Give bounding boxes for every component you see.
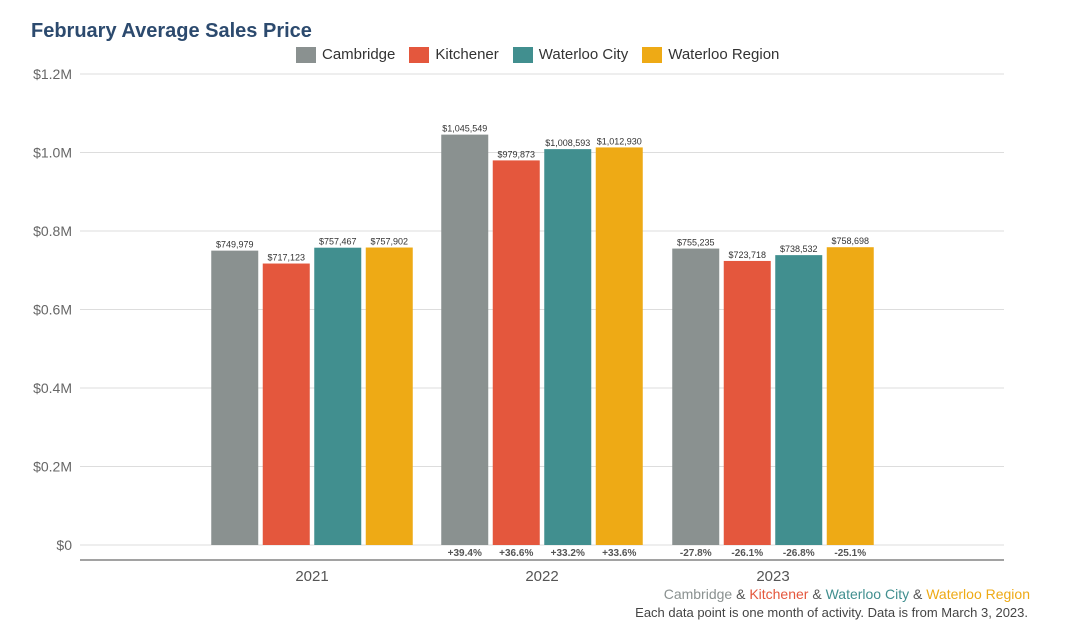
- bar: [775, 255, 823, 545]
- bar-value-label: $1,008,593: [545, 138, 590, 148]
- x-tick-label: 2021: [295, 568, 328, 585]
- chart-title: February Average Sales Price: [31, 20, 312, 42]
- bar-value-label: $979,873: [497, 149, 535, 159]
- legend-item-kitchener[interactable]: Kitchener: [409, 46, 499, 63]
- footer-region-part: &: [909, 586, 927, 602]
- bar: [595, 147, 643, 545]
- bar: [544, 149, 592, 545]
- bar-change-label: -26.8%: [783, 548, 815, 559]
- bar-value-label: $723,718: [728, 250, 766, 260]
- y-tick-label: $0.2M: [33, 459, 72, 475]
- bar-value-label: $717,123: [267, 253, 305, 263]
- bar: [262, 263, 310, 545]
- legend-item-waterloo-region[interactable]: Waterloo Region: [642, 46, 779, 63]
- bar-change-label: +36.6%: [499, 548, 533, 559]
- bar: [314, 247, 362, 545]
- bar: [365, 247, 413, 545]
- bar: [672, 248, 720, 546]
- y-tick-label: $0.8M: [33, 223, 72, 239]
- bar-change-label: -27.8%: [680, 548, 712, 559]
- footer-region-part: &: [732, 586, 750, 602]
- bar-value-label: $749,979: [216, 240, 254, 250]
- footer-region-part: Waterloo City: [825, 586, 910, 602]
- legend-label-waterloo-region: Waterloo Region: [668, 46, 780, 63]
- legend-swatch-waterloo-city: [512, 46, 533, 63]
- legend-label-kitchener: Kitchener: [435, 46, 499, 63]
- y-tick-label: $1.0M: [33, 145, 72, 161]
- footer-region-part: Waterloo Region: [926, 586, 1030, 602]
- y-tick-label: $0.4M: [33, 380, 72, 396]
- legend-swatch-cambridge: [296, 46, 316, 63]
- x-tick-label: 2022: [525, 568, 558, 585]
- bar-value-label: $1,045,549: [442, 124, 487, 134]
- footer-region-part: Cambridge: [663, 586, 733, 602]
- y-tick-label: $0.6M: [33, 302, 72, 318]
- footer-region-part: Kitchener: [749, 586, 809, 602]
- bar-value-label: $757,902: [370, 237, 408, 247]
- x-tick-label: 2023: [756, 568, 789, 585]
- legend-item-waterloo-city[interactable]: Waterloo City: [512, 46, 629, 63]
- bar: [826, 247, 874, 545]
- footer-regions: Cambridge & Kitchener & Waterloo City & …: [664, 586, 1030, 602]
- bar-change-label: -26.1%: [731, 548, 763, 559]
- bar-value-label: $758,698: [831, 236, 869, 246]
- bar-value-label: $757,467: [319, 237, 357, 247]
- legend-label-waterloo-city: Waterloo City: [538, 46, 629, 63]
- legend-label-cambridge: Cambridge: [322, 46, 396, 63]
- bar: [723, 260, 771, 545]
- bar-value-label: $1,012,930: [597, 136, 642, 146]
- bar: [211, 250, 259, 545]
- bar: [441, 134, 489, 546]
- legend-swatch-waterloo-region: [642, 46, 663, 63]
- bar-value-label: $755,235: [677, 238, 715, 248]
- bar-change-label: +33.6%: [602, 548, 636, 559]
- y-tick-label: $1.2M: [33, 66, 72, 82]
- bar-value-label: $738,532: [780, 244, 818, 254]
- bar: [492, 160, 540, 545]
- y-tick-label: $0: [56, 537, 72, 553]
- bar-change-label: -25.1%: [834, 548, 866, 559]
- footer-region-part: &: [808, 586, 826, 602]
- bar-change-label: +33.2%: [551, 548, 585, 559]
- chart-legend: Cambridge Kitchener Waterloo City Waterl…: [296, 46, 779, 63]
- bar-change-label: +39.4%: [448, 548, 482, 559]
- footer-note: Each data point is one month of activity…: [635, 605, 1028, 620]
- legend-swatch-kitchener: [409, 46, 430, 63]
- legend-item-cambridge[interactable]: Cambridge: [296, 46, 395, 63]
